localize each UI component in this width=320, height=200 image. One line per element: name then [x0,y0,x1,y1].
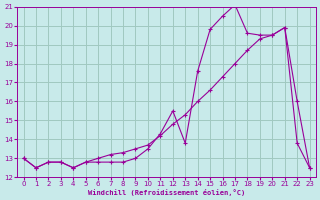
X-axis label: Windchill (Refroidissement éolien,°C): Windchill (Refroidissement éolien,°C) [88,189,245,196]
